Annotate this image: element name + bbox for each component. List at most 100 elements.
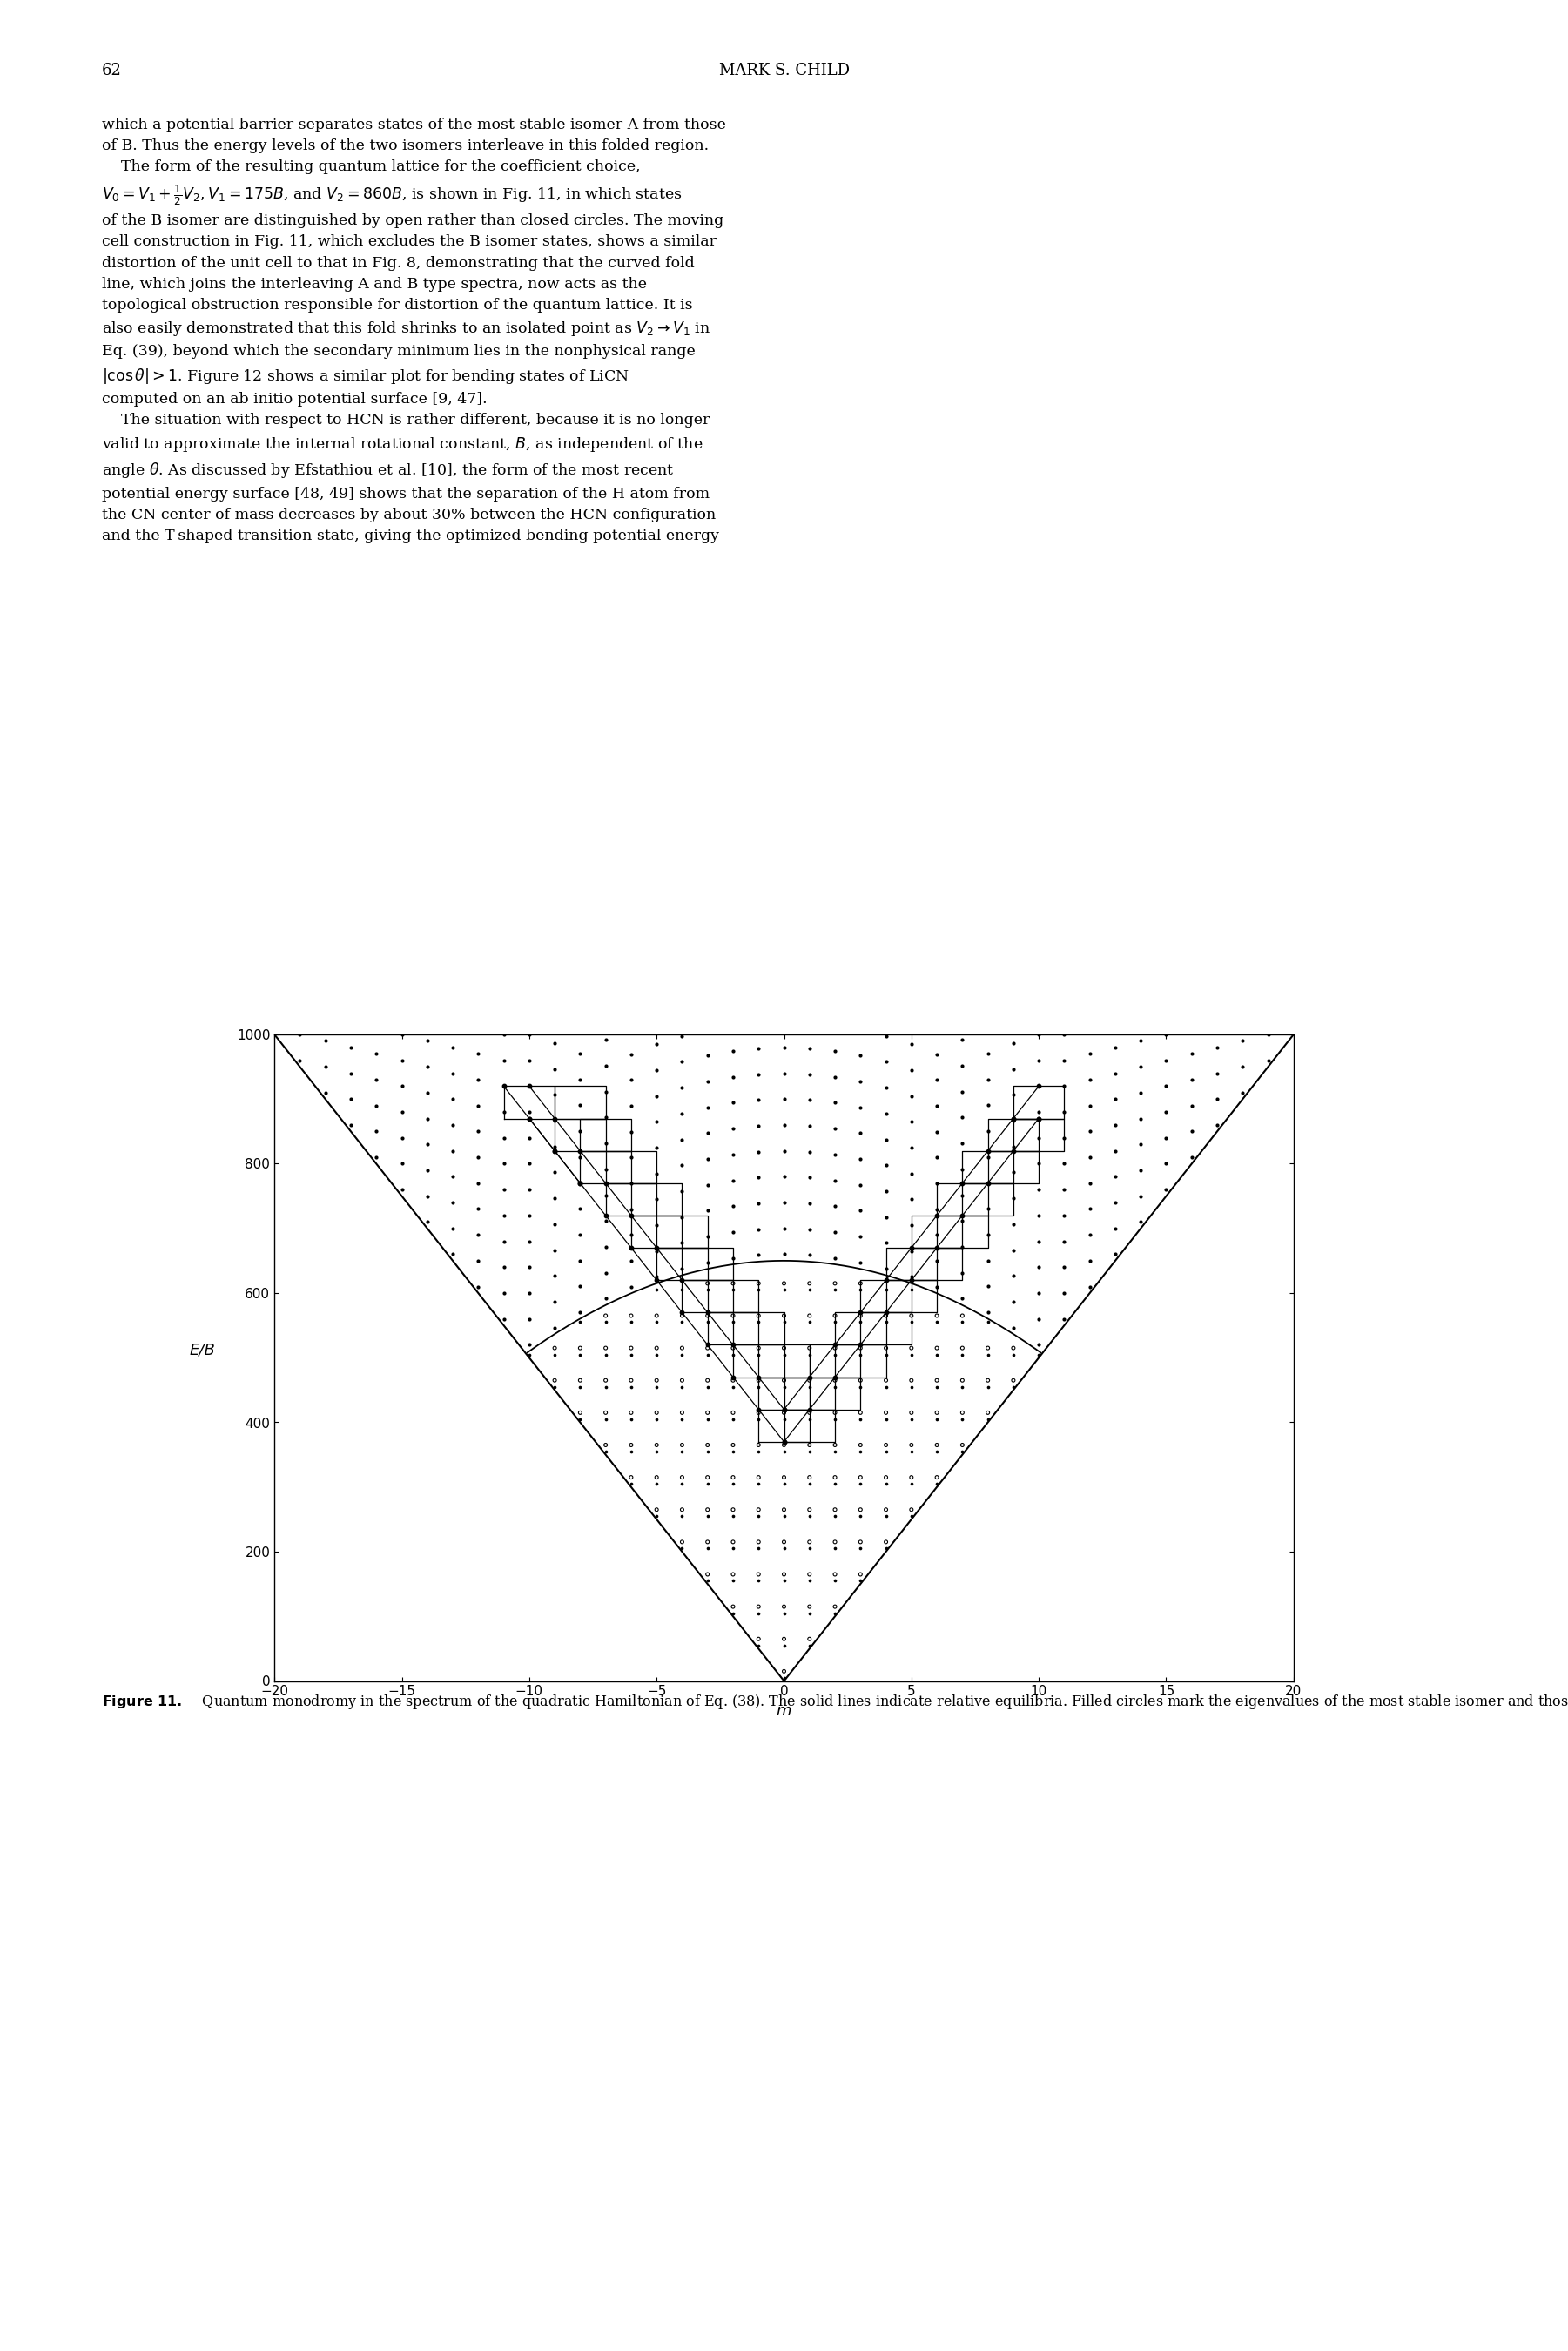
Point	[695, 1063, 720, 1100]
Point	[466, 1215, 491, 1253]
Point	[593, 1298, 618, 1335]
Point	[720, 1272, 745, 1310]
Point	[516, 1248, 543, 1286]
Point	[873, 1401, 898, 1439]
Point	[771, 1394, 797, 1432]
Point	[822, 1594, 847, 1632]
Point	[848, 1368, 873, 1406]
Point	[618, 1112, 643, 1150]
Point	[746, 1133, 771, 1171]
Point	[618, 1267, 643, 1305]
Point	[1025, 1093, 1051, 1131]
Point	[848, 1523, 873, 1561]
Point	[797, 1392, 822, 1429]
Point	[543, 1077, 568, 1114]
Point	[695, 1458, 720, 1495]
Point	[898, 1298, 924, 1335]
Point	[822, 1368, 847, 1406]
Point	[771, 1523, 797, 1561]
Point	[848, 1556, 873, 1594]
Point	[441, 1053, 466, 1091]
Point	[925, 1401, 950, 1439]
Point	[1000, 1128, 1025, 1166]
Point	[746, 1265, 771, 1302]
Point	[1000, 1077, 1025, 1114]
Point	[1025, 1016, 1051, 1053]
Point	[312, 1023, 337, 1060]
Point	[720, 1359, 745, 1396]
Point	[593, 1335, 618, 1373]
Point	[873, 1199, 898, 1237]
Point	[339, 1053, 364, 1091]
Point	[516, 1093, 543, 1131]
Point	[618, 1328, 643, 1366]
Point	[797, 1491, 822, 1528]
Point	[491, 1248, 516, 1286]
Point	[873, 1121, 898, 1159]
Point	[1052, 1197, 1077, 1234]
Point	[771, 1131, 797, 1168]
Point	[873, 1147, 898, 1185]
Point	[695, 1265, 720, 1302]
Point	[746, 1030, 771, 1067]
Point	[441, 1079, 466, 1117]
Point	[1025, 1223, 1051, 1260]
Point	[1179, 1112, 1204, 1150]
Point	[822, 1359, 847, 1396]
Point	[746, 1361, 771, 1399]
Point	[771, 1237, 797, 1274]
Point	[670, 1225, 695, 1262]
Point	[593, 1046, 618, 1084]
Point	[1000, 1025, 1025, 1063]
Point	[720, 1084, 745, 1121]
Point	[618, 1230, 643, 1267]
Point	[1179, 1086, 1204, 1124]
Point	[975, 1164, 1000, 1201]
Point	[1077, 1267, 1102, 1305]
Point	[797, 1265, 822, 1302]
Point	[720, 1032, 745, 1070]
Point	[898, 1432, 924, 1469]
Point	[797, 1594, 822, 1632]
Point	[925, 1394, 950, 1432]
Point	[1077, 1086, 1102, 1124]
Point	[848, 1298, 873, 1335]
Point	[389, 1145, 414, 1183]
Point	[873, 1251, 898, 1288]
Point	[644, 1180, 670, 1218]
Point	[950, 1164, 975, 1201]
Point	[925, 1302, 950, 1340]
Point	[618, 1034, 643, 1072]
Point	[644, 1465, 670, 1502]
Point	[771, 1208, 797, 1246]
Point	[771, 1653, 797, 1690]
Point	[797, 1361, 822, 1399]
Point	[771, 1302, 797, 1340]
Point	[1025, 1274, 1051, 1312]
Point	[670, 1465, 695, 1502]
Point	[950, 1197, 975, 1234]
Point	[873, 1293, 898, 1331]
Point	[1000, 1368, 1025, 1406]
Point	[364, 1112, 389, 1150]
Point	[848, 1458, 873, 1495]
Point	[848, 1265, 873, 1302]
Point	[593, 1361, 618, 1399]
Point	[618, 1241, 643, 1279]
Point	[466, 1164, 491, 1201]
Point	[925, 1368, 950, 1406]
Point	[797, 1620, 822, 1657]
Point	[644, 1491, 670, 1528]
Point	[898, 1491, 924, 1528]
Point	[771, 1422, 797, 1460]
Point	[1077, 1060, 1102, 1098]
Point	[822, 1561, 847, 1599]
Point	[848, 1293, 873, 1331]
Point	[695, 1523, 720, 1561]
Point	[618, 1138, 643, 1176]
Point	[898, 1103, 924, 1140]
Point	[950, 1098, 975, 1136]
Point	[364, 1138, 389, 1176]
Point	[491, 1223, 516, 1260]
Point	[593, 1150, 618, 1187]
